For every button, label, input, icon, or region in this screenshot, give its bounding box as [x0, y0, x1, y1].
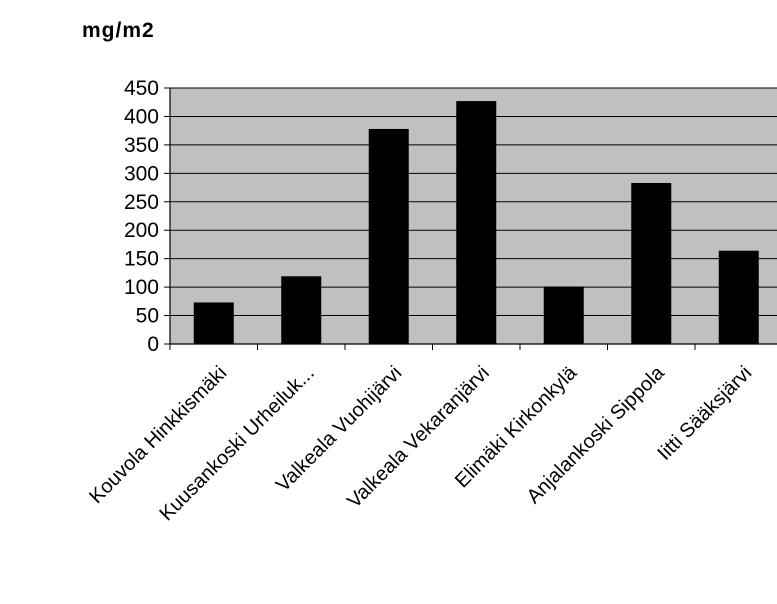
y-tick-label: 0: [147, 333, 159, 356]
y-tick-label: 200: [124, 219, 159, 242]
axes: [164, 87, 777, 350]
y-tick-label: 50: [136, 305, 159, 328]
bar: [543, 286, 584, 344]
bars: [193, 101, 759, 344]
y-axis-unit-label: mg/m2: [82, 19, 155, 42]
x-tick-label: Kuusankoski Urheiluk...: [155, 362, 318, 525]
y-tick-label: 450: [124, 77, 159, 100]
y-tick-label: 400: [124, 105, 159, 128]
x-tick-label: Iitti Sääksjärvi: [653, 362, 756, 465]
y-tick-label: 300: [124, 162, 159, 185]
y-tick-label: 150: [124, 248, 159, 271]
bar: [718, 250, 759, 344]
y-tick-labels: 0 50 100 150 200 250 300 350 400 450: [124, 77, 159, 356]
y-tick-label: 350: [124, 134, 159, 157]
x-tick-label: Valkeala Vekaranjärvi: [343, 362, 494, 513]
bar: [368, 128, 409, 344]
bar: [456, 101, 497, 344]
bar: [281, 276, 322, 344]
bar: [193, 302, 234, 344]
y-tick-label: 100: [124, 276, 159, 299]
y-tick-label: 250: [124, 191, 159, 214]
bar: [631, 183, 672, 344]
